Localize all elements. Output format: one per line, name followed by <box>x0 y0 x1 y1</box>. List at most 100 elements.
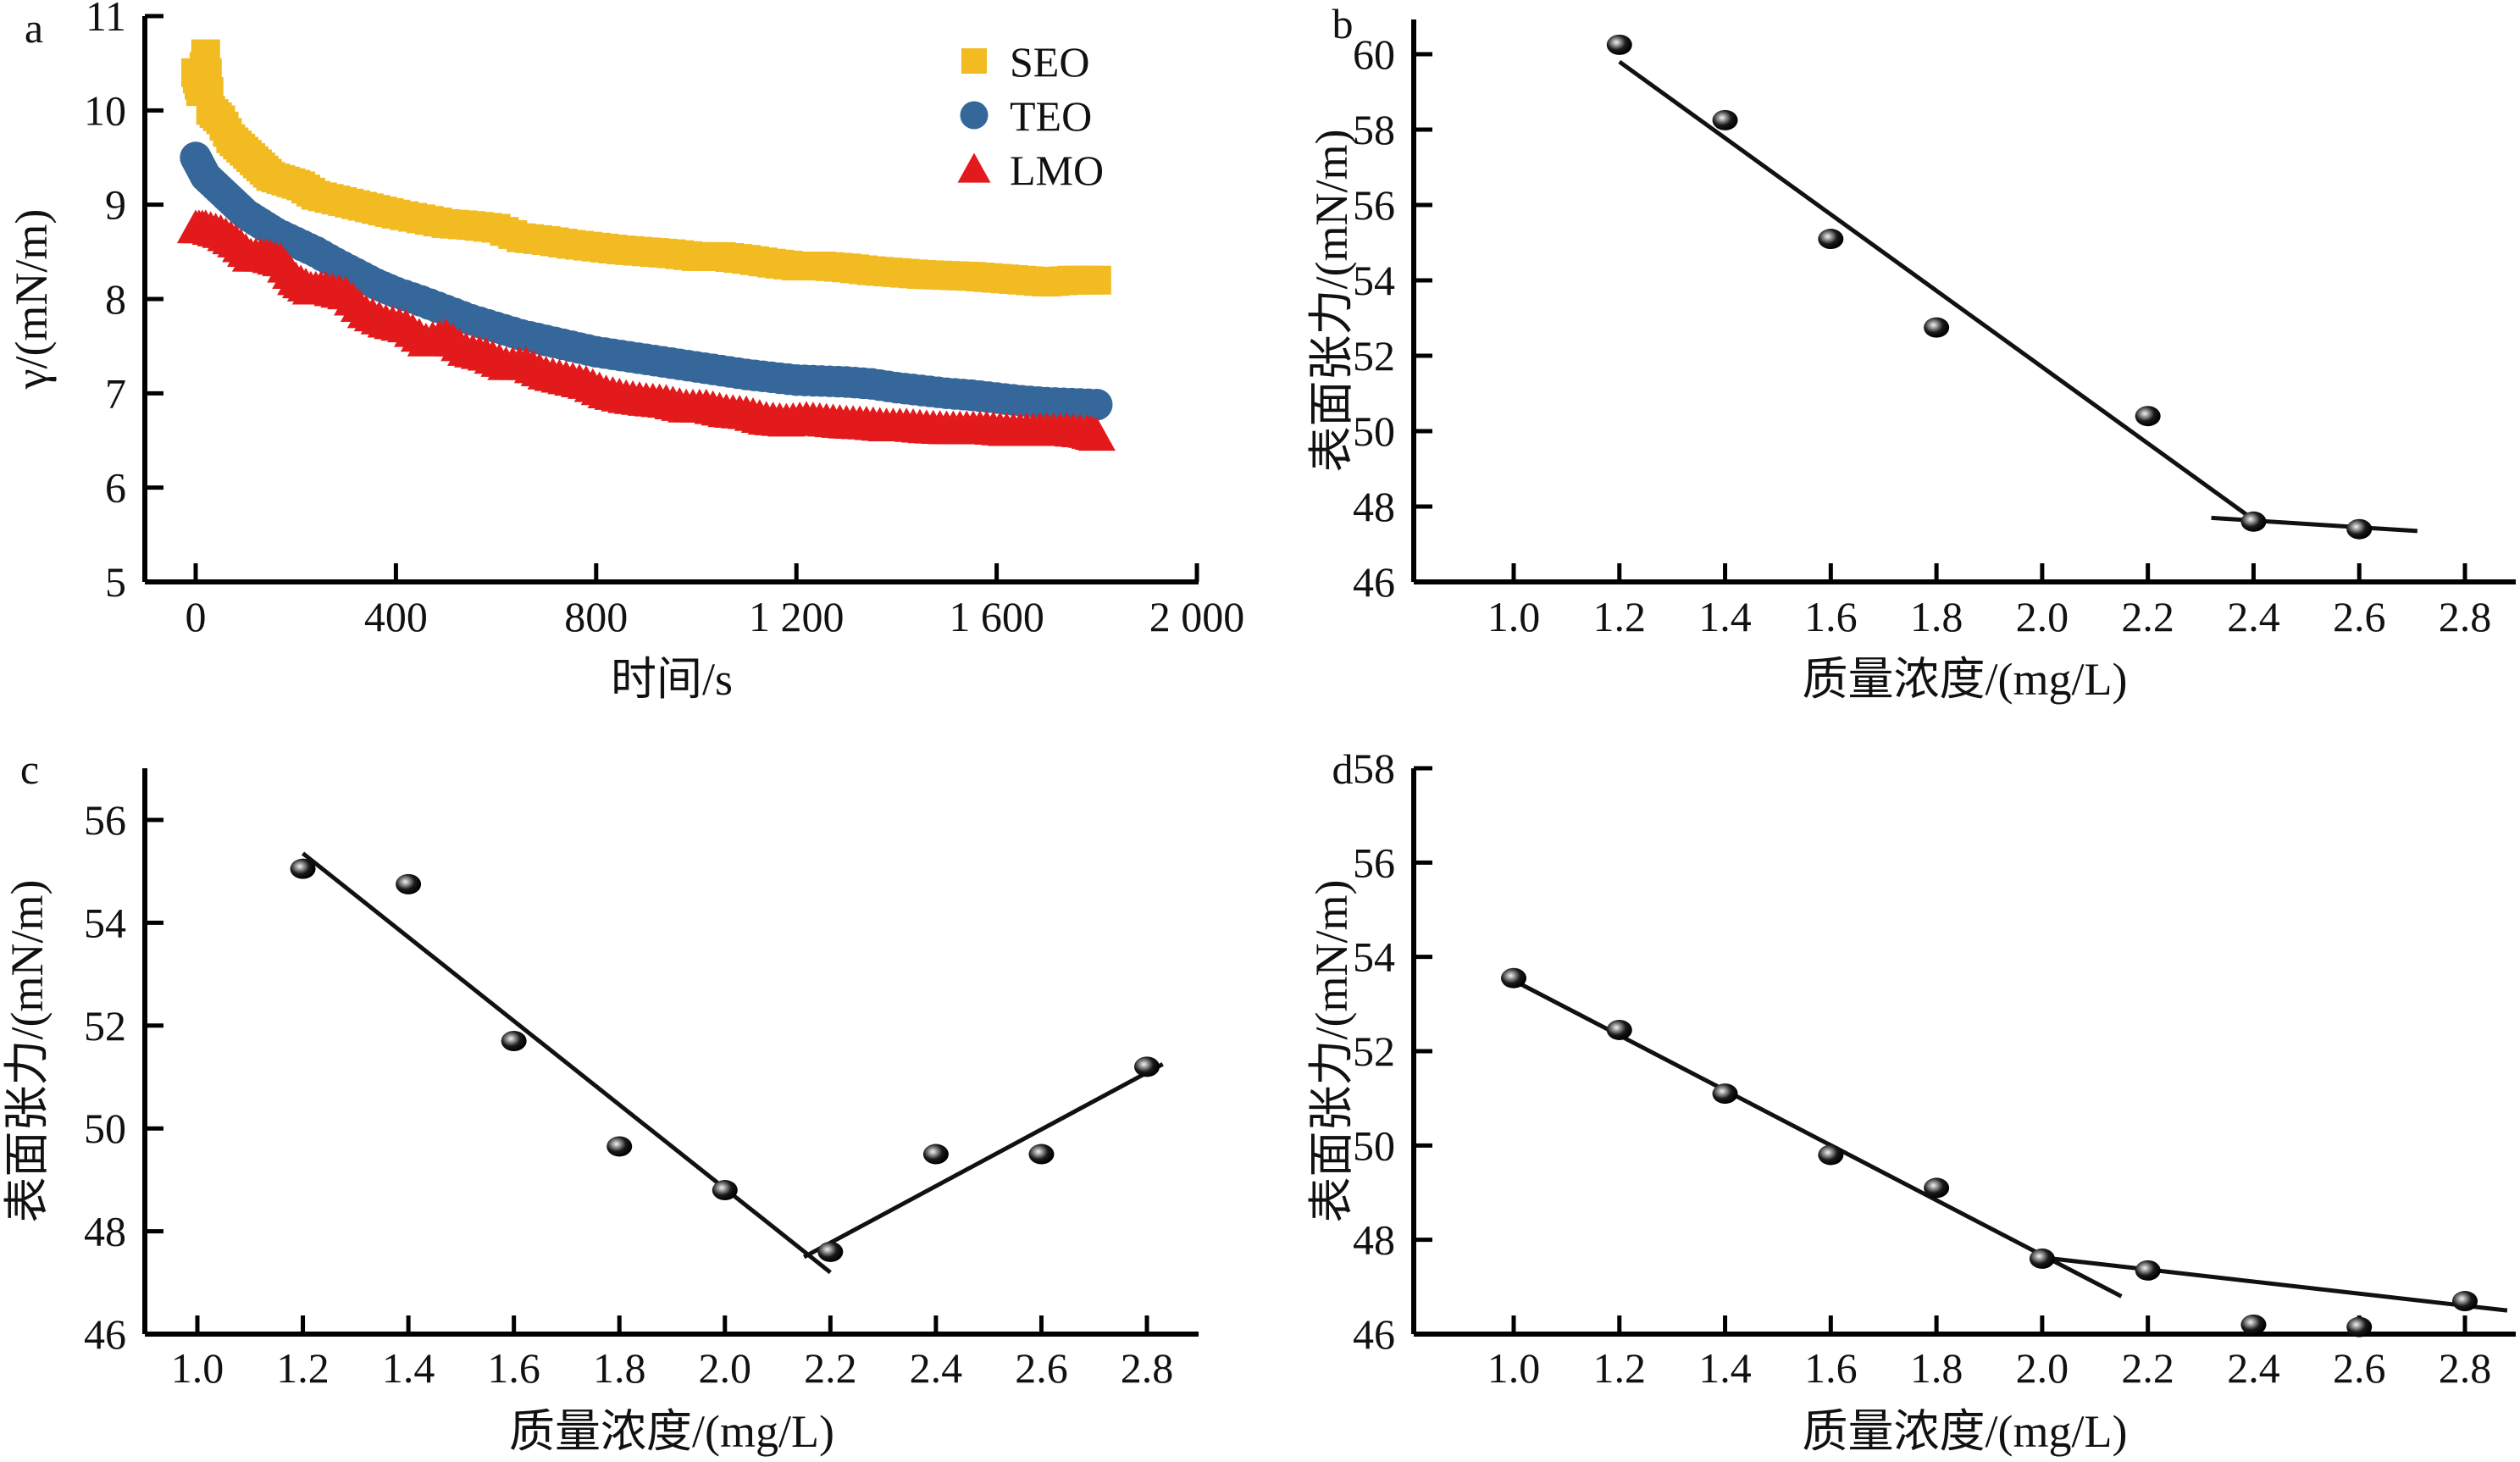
x-tick-label: 1 200 <box>749 593 845 640</box>
data-point <box>1712 109 1738 130</box>
x-axis-title: 质量浓度/(mg/L) <box>1803 1406 2128 1457</box>
legend-label-teo: TEO <box>1010 92 1092 140</box>
data-point <box>2452 1291 2478 1312</box>
x-tick-label: 2.2 <box>804 1344 857 1392</box>
legend-label-seo: SEO <box>1010 38 1089 86</box>
data-point <box>1501 967 1526 989</box>
x-tick-label: 2.6 <box>2333 593 2386 640</box>
y-axis-title: 表面张力/(mN/m) <box>2 880 53 1223</box>
y-tick-label: 50 <box>84 1105 126 1152</box>
x-tick-label: 2.0 <box>2016 593 2069 640</box>
x-tick-label: 1.4 <box>1698 1344 1752 1392</box>
y-tick-label: 56 <box>1353 181 1395 229</box>
y-tick-label: 60 <box>1353 30 1395 78</box>
y-tick-label: 54 <box>1353 933 1395 981</box>
data-point <box>2240 511 2267 532</box>
legend-marker-teo <box>960 101 989 130</box>
y-tick-label: 7 <box>105 369 126 417</box>
data-point <box>1081 388 1113 421</box>
y-tick-label: 48 <box>1353 483 1395 530</box>
x-tick-label: 2.8 <box>2439 593 2492 640</box>
legend-marker-seo <box>961 48 987 74</box>
series-lmo <box>176 209 1116 451</box>
x-tick-label: 800 <box>564 593 628 640</box>
x-tick-label: 2.2 <box>2121 593 2174 640</box>
data-point <box>1924 1177 1950 1199</box>
y-tick-label: 48 <box>84 1208 126 1255</box>
y-tick-label: 58 <box>1353 745 1395 792</box>
x-tick-label: 1.0 <box>171 1344 224 1392</box>
x-tick-label: 1.8 <box>1910 593 1963 640</box>
y-tick-label: 58 <box>1353 106 1395 153</box>
y-tick-label: 6 <box>105 464 126 512</box>
x-tick-label: 1.4 <box>1698 593 1752 640</box>
data-point <box>712 1180 738 1201</box>
y-tick-label: 54 <box>84 899 126 946</box>
x-tick-label: 2.4 <box>2227 1344 2280 1392</box>
y-tick-label: 52 <box>1353 1027 1395 1075</box>
y-tick-label: 46 <box>84 1310 126 1358</box>
x-tick-label: 1.6 <box>1804 593 1858 640</box>
fit-line <box>803 1062 1164 1260</box>
x-tick-label: 1.6 <box>1804 1344 1858 1392</box>
y-tick-label: 5 <box>105 558 126 606</box>
x-tick-label: 2.6 <box>1015 1344 1068 1392</box>
data-point <box>1077 417 1116 451</box>
fit-line <box>1512 978 2123 1299</box>
fit-line <box>302 851 832 1275</box>
legend-label-lmo: LMO <box>1010 147 1104 194</box>
x-tick-label: 1.0 <box>1487 1344 1541 1392</box>
x-tick-label: 1.6 <box>487 1344 540 1392</box>
data-point <box>501 1031 527 1052</box>
y-tick-label: 56 <box>1353 839 1395 886</box>
data-point <box>1606 1019 1632 1040</box>
panel-d: d 46 48 50 52 54 56 58 1.0 1.2 1.4 1.6 1.8 2.0 2.2 2.4 2… <box>1306 745 2516 1457</box>
x-tick-label: 2.0 <box>699 1344 752 1392</box>
data-point <box>290 858 316 879</box>
data-point <box>1606 34 1632 55</box>
series-teo <box>180 141 1113 421</box>
x-tick-label: 2.0 <box>2016 1344 2069 1392</box>
data-point <box>2240 1314 2267 1335</box>
y-tick-label: 46 <box>1353 558 1395 606</box>
y-tick-label: 50 <box>1353 407 1395 455</box>
x-tick-label: 1 600 <box>949 593 1044 640</box>
y-tick-label: 11 <box>86 0 126 40</box>
y-tick-label: 8 <box>105 275 126 323</box>
x-tick-label: 2.8 <box>1121 1344 1174 1392</box>
y-tick-label: 54 <box>1353 257 1395 304</box>
data-point <box>1924 317 1950 338</box>
data-point <box>2135 1260 2161 1281</box>
x-tick-label: 1.2 <box>276 1344 330 1392</box>
y-tick-label: 10 <box>84 86 126 134</box>
x-axis-title: 时间/s <box>611 654 733 705</box>
y-tick-label: 46 <box>1353 1310 1395 1358</box>
x-axis-title: 质量浓度/(mg/L) <box>509 1406 834 1457</box>
x-tick-label: 1.8 <box>593 1344 646 1392</box>
x-tick-label: 1.2 <box>1593 593 1647 640</box>
data-point <box>1712 1083 1738 1105</box>
legend: SEO TEO LMO <box>957 38 1104 194</box>
x-tick-label: 2.6 <box>2333 1344 2386 1392</box>
x-tick-label: 2.4 <box>2227 593 2280 640</box>
data-point <box>2029 1248 2055 1269</box>
x-tick-label: 1.2 <box>1593 1344 1647 1392</box>
x-tick-label: 1.4 <box>382 1344 435 1392</box>
series-seo <box>181 39 1111 296</box>
data-point <box>817 1241 844 1262</box>
data-point <box>1082 265 1111 295</box>
data-point <box>922 1144 949 1165</box>
data-point <box>1818 229 1844 250</box>
legend-marker-lmo <box>957 152 991 183</box>
x-axis-title: 质量浓度/(mg/L) <box>1803 654 2128 705</box>
x-tick-label: 1.0 <box>1487 593 1541 640</box>
data-point <box>1028 1144 1055 1165</box>
x-tick-label: 1.8 <box>1910 1344 1963 1392</box>
panel-b: b 46 48 50 52 54 56 58 60 1.0 1.2 1.4 1.6 1.8 2.0 2.2 2.… <box>1306 0 2516 705</box>
y-tick-label: 52 <box>84 1002 126 1049</box>
data-point <box>1818 1144 1844 1166</box>
fit-line <box>2031 1254 2508 1313</box>
x-tick-label: 2.4 <box>910 1344 963 1392</box>
data-point <box>1134 1056 1160 1077</box>
